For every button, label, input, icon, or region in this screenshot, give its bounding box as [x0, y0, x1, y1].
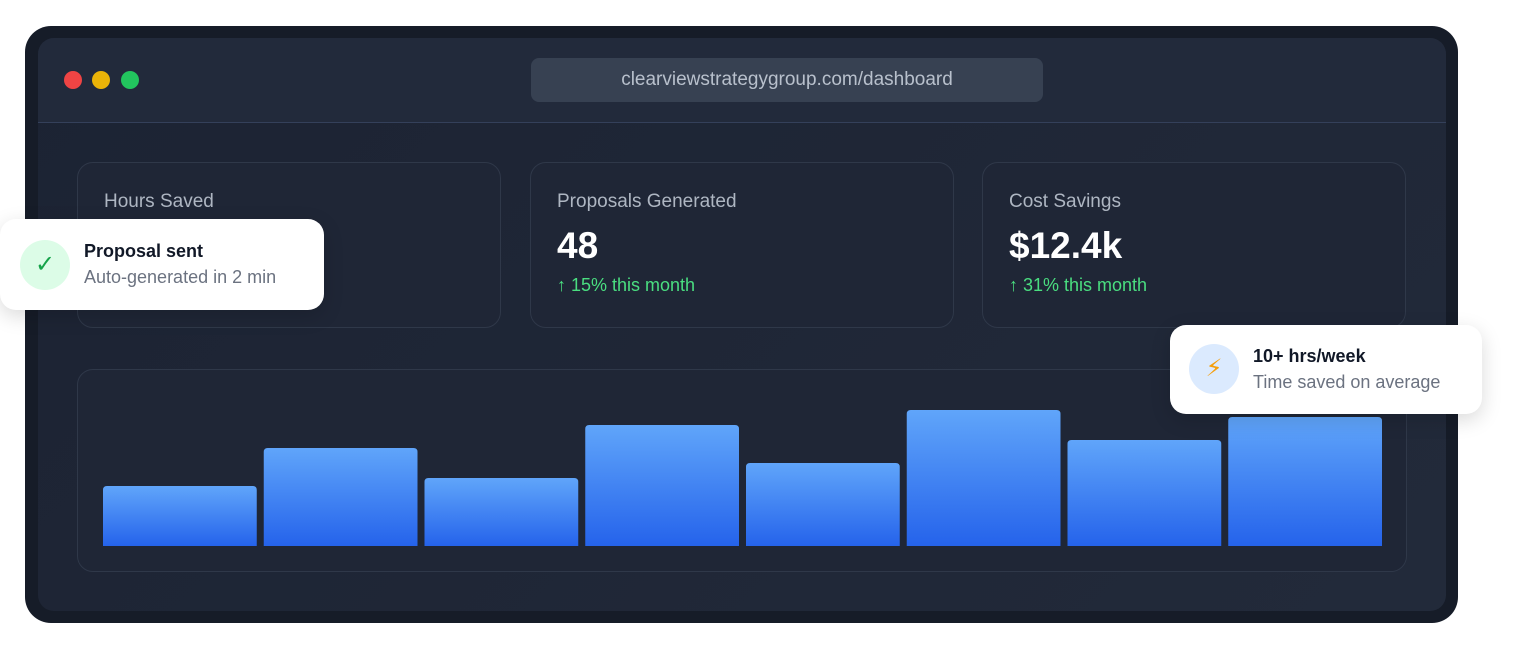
- bar: [103, 486, 257, 546]
- toast-subtitle: Time saved on average: [1253, 372, 1441, 392]
- stat-card: Proposals Generated 48 ↑ 15% this month: [530, 162, 954, 328]
- bar: [424, 478, 579, 546]
- toast-subtitle: Auto-generated in 2 min: [84, 267, 277, 287]
- minimize-dot[interactable]: [92, 71, 110, 89]
- stat-card: Cost Savings $12.4k ↑ 31% this month: [982, 162, 1406, 328]
- toast: ✓ Proposal sent Auto-generated in 2 min: [0, 219, 324, 310]
- bar: [906, 410, 1061, 546]
- bar: [585, 425, 739, 546]
- stat-value: 48: [557, 225, 599, 266]
- lightning-icon: ⚡: [1189, 344, 1239, 394]
- url-bar[interactable]: clearviewstrategygroup.com/dashboard: [531, 58, 1043, 102]
- check-icon: ✓: [20, 240, 70, 290]
- stat-label: Hours Saved: [104, 191, 214, 212]
- bar: [1228, 417, 1382, 546]
- maximize-dot[interactable]: [121, 71, 139, 89]
- toast-title: Proposal sent: [84, 241, 204, 261]
- stat-label: Proposals Generated: [557, 191, 737, 212]
- stat-value: $12.4k: [1009, 225, 1123, 266]
- toast-title: 10+ hrs/week: [1253, 346, 1366, 366]
- toast: ⚡ 10+ hrs/week Time saved on average: [1170, 325, 1482, 414]
- bar: [1067, 440, 1222, 546]
- bar: [746, 463, 900, 546]
- stat-change: ↑ 15% this month: [557, 275, 696, 295]
- close-dot[interactable]: [64, 71, 82, 89]
- chart: [103, 410, 1382, 546]
- bar: [263, 448, 418, 546]
- stat-label: Cost Savings: [1009, 191, 1121, 212]
- stat-change: ↑ 31% this month: [1009, 275, 1148, 295]
